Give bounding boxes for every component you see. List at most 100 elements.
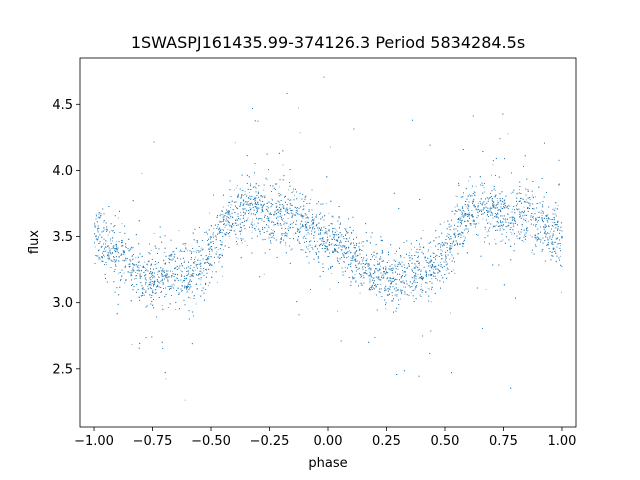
data-point bbox=[112, 246, 114, 248]
data-point bbox=[400, 293, 402, 295]
data-point bbox=[385, 268, 387, 270]
data-point bbox=[235, 187, 237, 189]
data-point bbox=[268, 211, 270, 213]
data-point bbox=[303, 215, 305, 217]
data-point bbox=[496, 224, 498, 226]
data-point bbox=[216, 281, 218, 283]
data-point bbox=[107, 234, 109, 236]
data-point bbox=[120, 276, 122, 277]
data-point bbox=[147, 285, 149, 287]
data-point bbox=[277, 219, 279, 221]
data-point bbox=[403, 271, 405, 272]
data-point bbox=[247, 217, 249, 219]
data-point bbox=[184, 399, 186, 401]
data-point bbox=[150, 271, 152, 273]
data-point bbox=[228, 205, 229, 207]
data-point bbox=[199, 260, 201, 261]
data-point bbox=[355, 282, 357, 283]
data-point bbox=[330, 244, 332, 246]
data-point bbox=[296, 209, 298, 211]
data-point bbox=[495, 215, 497, 217]
data-point bbox=[396, 295, 398, 297]
data-point bbox=[222, 206, 224, 208]
data-point bbox=[261, 218, 263, 219]
data-point bbox=[289, 200, 290, 201]
data-point bbox=[279, 213, 281, 215]
data-point bbox=[388, 260, 390, 262]
data-point bbox=[501, 222, 503, 224]
data-point bbox=[504, 207, 505, 209]
data-point bbox=[507, 204, 509, 206]
data-point bbox=[304, 221, 306, 223]
data-point bbox=[170, 285, 172, 287]
data-point bbox=[222, 232, 223, 234]
data-point bbox=[344, 267, 346, 269]
data-point bbox=[227, 228, 229, 230]
data-point bbox=[430, 258, 432, 260]
data-point bbox=[173, 250, 175, 252]
data-point bbox=[110, 240, 112, 242]
data-point bbox=[221, 210, 223, 212]
data-point bbox=[502, 239, 504, 241]
data-point bbox=[145, 274, 147, 275]
data-point bbox=[105, 250, 106, 252]
data-point bbox=[200, 273, 202, 275]
data-point bbox=[401, 275, 403, 277]
data-point bbox=[391, 295, 393, 296]
data-point bbox=[440, 262, 441, 263]
data-point bbox=[237, 238, 239, 240]
data-point bbox=[332, 232, 333, 234]
data-point bbox=[234, 142, 236, 144]
data-point bbox=[471, 210, 473, 211]
data-point bbox=[530, 219, 531, 220]
data-point bbox=[216, 251, 218, 253]
data-point bbox=[151, 275, 153, 277]
data-point bbox=[523, 218, 524, 220]
data-point bbox=[502, 221, 504, 223]
data-point bbox=[380, 256, 382, 257]
data-point bbox=[472, 221, 474, 222]
data-point bbox=[171, 284, 173, 286]
data-point bbox=[523, 206, 525, 208]
data-point bbox=[510, 192, 512, 194]
data-point bbox=[335, 228, 337, 230]
data-point bbox=[173, 284, 175, 286]
data-point bbox=[418, 262, 420, 263]
data-point bbox=[376, 270, 378, 272]
data-point bbox=[224, 227, 226, 228]
data-point bbox=[397, 269, 399, 270]
data-point bbox=[343, 261, 344, 263]
data-point bbox=[270, 237, 272, 239]
data-point bbox=[222, 213, 224, 215]
data-point bbox=[148, 283, 150, 285]
data-point bbox=[525, 221, 527, 223]
data-point bbox=[373, 283, 375, 285]
data-point bbox=[553, 222, 555, 224]
data-point bbox=[307, 245, 309, 247]
data-point bbox=[131, 344, 133, 346]
data-point bbox=[184, 267, 185, 269]
data-point bbox=[497, 206, 498, 208]
data-point bbox=[296, 208, 297, 209]
data-point bbox=[189, 297, 191, 299]
data-point bbox=[353, 256, 354, 258]
data-point bbox=[230, 207, 231, 208]
data-point bbox=[505, 207, 507, 209]
data-point bbox=[451, 255, 453, 257]
data-point bbox=[541, 209, 543, 211]
data-point bbox=[200, 271, 202, 273]
data-point bbox=[420, 286, 422, 288]
data-point bbox=[561, 292, 562, 293]
data-point bbox=[413, 290, 415, 291]
data-point bbox=[534, 234, 536, 236]
data-point bbox=[109, 248, 111, 250]
data-point bbox=[559, 255, 561, 257]
data-point bbox=[465, 205, 467, 207]
data-point bbox=[132, 267, 134, 268]
data-point bbox=[134, 278, 135, 280]
data-point bbox=[207, 285, 209, 286]
data-point bbox=[409, 252, 410, 254]
data-point bbox=[260, 212, 262, 213]
data-point bbox=[178, 230, 180, 232]
